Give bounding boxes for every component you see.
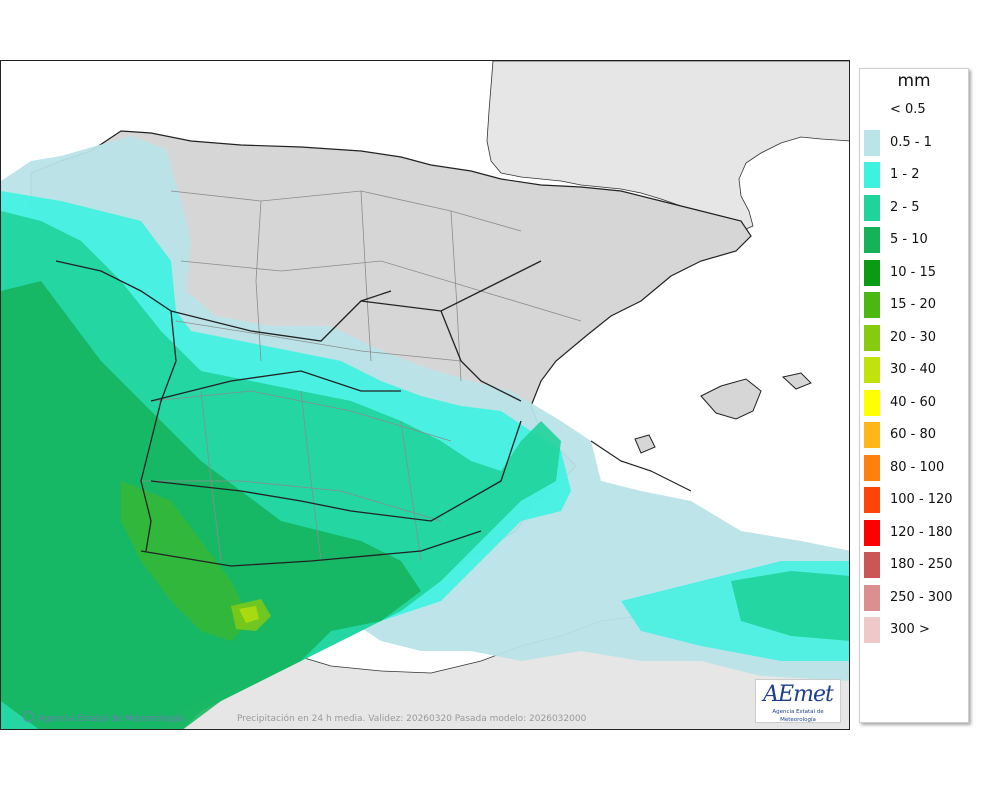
legend-label: 20 - 30 <box>890 329 937 345</box>
legend-item: 40 - 60 <box>860 389 968 416</box>
legend-swatch <box>864 259 880 286</box>
legend-item: 15 - 20 <box>860 292 968 318</box>
legend-item: 100 - 120 <box>860 487 968 513</box>
legend-item: 30 - 40 <box>860 357 968 383</box>
logo-subtext: Agencia Estatal de Meteorología <box>772 709 824 723</box>
legend-swatch <box>864 584 880 611</box>
legend-item: 1 - 2 <box>860 162 968 188</box>
legend-item: 120 - 180 <box>860 519 968 546</box>
aemet-logo: AEmet Agencia Estatal de Meteorología <box>755 679 841 723</box>
legend-label: 2 - 5 <box>890 199 920 215</box>
logo-mark: AEmet <box>763 682 834 707</box>
legend-swatch <box>864 519 880 546</box>
map-svg <box>1 61 849 729</box>
legend-label: 300 > <box>890 622 930 637</box>
legend-swatch <box>864 194 880 221</box>
legend-swatch <box>864 454 880 481</box>
legend-item: 0.5 - 1 <box>860 129 968 156</box>
globe-icon <box>23 711 34 722</box>
legend-swatch <box>864 357 880 383</box>
region-lines <box>141 190 582 562</box>
legend-label: 40 - 60 <box>890 394 937 410</box>
legend-label: 120 - 180 <box>890 524 953 540</box>
ibiza <box>634 434 656 454</box>
legend-swatch <box>864 389 880 416</box>
legend-swatch <box>864 227 880 253</box>
legend-item: 80 - 100 <box>860 454 968 481</box>
legend-label: 0.5 - 1 <box>890 134 932 150</box>
legend-label: 5 - 10 <box>890 232 928 247</box>
legend-item: 10 - 15 <box>860 259 968 286</box>
legend-swatch <box>864 617 880 643</box>
legend-label: < 0.5 <box>890 102 926 117</box>
legend-item: 60 - 80 <box>860 422 968 448</box>
mallorca <box>700 378 762 420</box>
legend-label: 10 - 15 <box>890 264 937 280</box>
legend-label: 60 - 80 <box>890 427 937 442</box>
legend-label: 1 - 2 <box>890 167 920 182</box>
legend-label: 15 - 20 <box>890 297 937 312</box>
legend-label: 30 - 40 <box>890 362 937 377</box>
legend-swatch <box>864 129 880 156</box>
legend-label: 80 - 100 <box>890 459 945 475</box>
legend-swatch <box>864 162 880 188</box>
legend-item: 2 - 5 <box>860 194 968 221</box>
precipitation-map: Agencia Estatal de Meteorología Precipit… <box>0 60 850 730</box>
legend-swatch <box>864 487 880 513</box>
legend-label: 180 - 250 <box>890 557 953 572</box>
legend-item: 300 > <box>860 617 968 643</box>
legend-item: 20 - 30 <box>860 324 968 351</box>
legend: mm < 0.5 0.5 - 1 1 - 2 2 - 5 5 - 10 10 - 15 15… <box>859 68 969 723</box>
legend-label: 250 - 300 <box>890 589 953 605</box>
agency-credit: Agencia Estatal de Meteorología <box>23 711 184 724</box>
border-lines <box>55 260 542 567</box>
legend-swatch <box>864 324 880 351</box>
legend-swatch <box>864 422 880 448</box>
legend-swatch <box>864 552 880 578</box>
legend-swatch <box>864 292 880 318</box>
map-caption: Precipitación en 24 h media. Validez: 20… <box>237 714 587 724</box>
legend-item: 5 - 10 <box>860 227 968 253</box>
menorca <box>781 372 812 390</box>
legend-label: 100 - 120 <box>890 492 953 507</box>
legend-swatch <box>864 97 880 123</box>
legend-unit: mm <box>897 71 931 91</box>
legend-item: 250 - 300 <box>860 584 968 611</box>
legend-item: < 0.5 <box>860 97 968 123</box>
legend-item: 180 - 250 <box>860 552 968 578</box>
